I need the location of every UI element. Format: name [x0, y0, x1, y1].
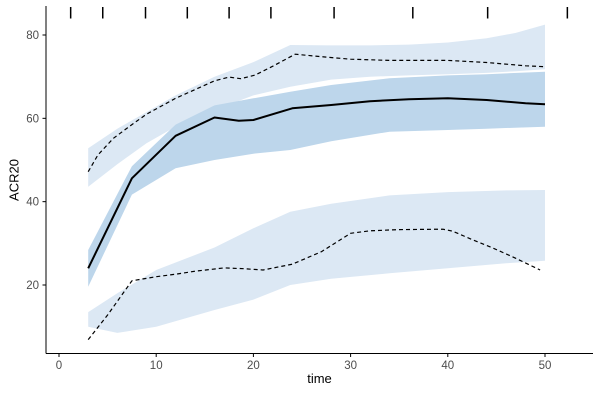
- upper-confidence-band: [88, 24, 545, 187]
- x-tick-label-10: 10: [150, 360, 163, 372]
- y-tick-label-20: 20: [26, 280, 39, 292]
- y-tick-label-80: 80: [26, 30, 39, 42]
- x-tick-label-20: 20: [247, 360, 260, 372]
- x-tick-label-30: 30: [344, 360, 357, 372]
- y-tick-label-40: 40: [26, 197, 39, 209]
- x-tick-label-50: 50: [539, 360, 552, 372]
- y-axis-title: ACR20: [6, 159, 22, 201]
- upper-dashed-curve: [87, 53, 546, 173]
- x-axis-title: time: [307, 371, 332, 386]
- solid-mean-curve: [87, 97, 546, 269]
- lower-confidence-band: [88, 190, 545, 333]
- x-tick-label-40: 40: [441, 360, 454, 372]
- lower-dashed-curve: [87, 228, 541, 340]
- middle-confidence-band: [88, 71, 545, 287]
- x-tick-label-0: 0: [56, 360, 62, 372]
- y-tick-label-60: 60: [26, 113, 39, 125]
